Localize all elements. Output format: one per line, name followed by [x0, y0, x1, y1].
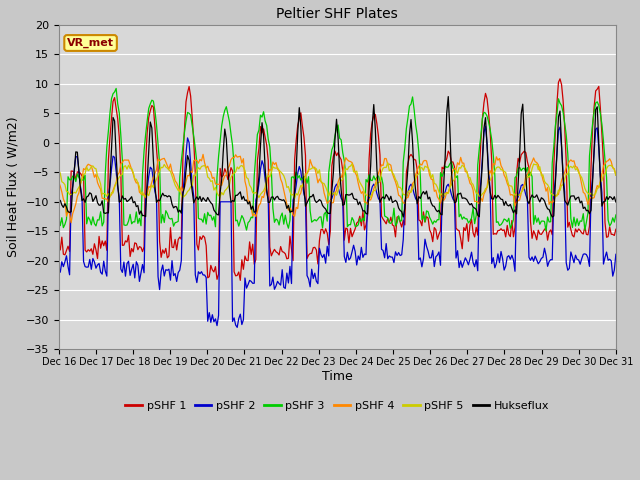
Hukseflux: [298, 162, 306, 168]
pSHF 3: [55, 214, 63, 220]
Hukseflux: [548, 214, 556, 220]
Line: pSHF 5: pSHF 5: [59, 163, 616, 199]
pSHF 1: [123, 239, 131, 245]
pSHF 1: [250, 262, 258, 267]
pSHF 5: [55, 167, 63, 173]
pSHF 2: [241, 275, 249, 281]
pSHF 4: [224, 166, 232, 171]
Line: pSHF 2: pSHF 2: [59, 126, 616, 327]
pSHF 4: [55, 179, 63, 185]
pSHF 5: [221, 188, 228, 194]
pSHF 2: [250, 280, 258, 286]
pSHF 1: [612, 227, 620, 232]
pSHF 3: [241, 221, 249, 227]
pSHF 4: [243, 185, 250, 191]
Hukseflux: [239, 193, 247, 199]
pSHF 5: [123, 166, 131, 172]
pSHF 1: [55, 241, 63, 247]
pSHF 1: [221, 166, 228, 171]
Legend: pSHF 1, pSHF 2, pSHF 3, pSHF 4, pSHF 5, Hukseflux: pSHF 1, pSHF 2, pSHF 3, pSHF 4, pSHF 5, …: [121, 396, 554, 415]
pSHF 4: [67, 220, 75, 226]
Line: Hukseflux: Hukseflux: [59, 96, 616, 217]
pSHF 1: [584, 232, 592, 238]
pSHF 2: [123, 261, 131, 266]
Hukseflux: [123, 199, 131, 204]
X-axis label: Time: Time: [322, 370, 353, 383]
pSHF 4: [301, 171, 309, 177]
pSHF 2: [234, 324, 241, 330]
pSHF 5: [300, 178, 308, 183]
pSHF 5: [291, 196, 298, 202]
pSHF 2: [612, 252, 620, 257]
pSHF 2: [482, 123, 490, 129]
Line: pSHF 4: pSHF 4: [59, 155, 616, 223]
pSHF 3: [300, 174, 308, 180]
pSHF 2: [584, 255, 592, 261]
pSHF 2: [300, 191, 308, 197]
pSHF 3: [125, 218, 132, 224]
pSHF 2: [55, 264, 63, 269]
pSHF 3: [112, 85, 120, 91]
pSHF 3: [250, 173, 258, 179]
pSHF 1: [241, 253, 249, 259]
pSHF 4: [584, 202, 592, 207]
pSHF 1: [236, 277, 244, 283]
Hukseflux: [221, 126, 228, 132]
pSHF 3: [542, 228, 550, 234]
pSHF 4: [252, 214, 260, 219]
Hukseflux: [584, 207, 592, 213]
pSHF 2: [221, 199, 228, 204]
pSHF 5: [584, 190, 592, 196]
Title: Peltier SHF Plates: Peltier SHF Plates: [276, 7, 398, 21]
pSHF 1: [556, 76, 564, 82]
pSHF 3: [584, 210, 592, 216]
pSHF 3: [612, 212, 620, 218]
Hukseflux: [612, 199, 620, 205]
pSHF 4: [125, 157, 132, 163]
pSHF 4: [612, 172, 620, 178]
Y-axis label: Soil Heat Flux ( W/m2): Soil Heat Flux ( W/m2): [7, 117, 20, 257]
pSHF 3: [223, 104, 230, 109]
pSHF 5: [239, 164, 247, 170]
pSHF 5: [249, 190, 257, 196]
Hukseflux: [249, 203, 257, 209]
Text: VR_met: VR_met: [67, 38, 114, 48]
pSHF 5: [612, 172, 620, 178]
Hukseflux: [444, 94, 452, 99]
Line: pSHF 1: pSHF 1: [59, 79, 616, 280]
pSHF 1: [300, 134, 308, 140]
pSHF 4: [199, 152, 207, 157]
Hukseflux: [55, 197, 63, 203]
pSHF 5: [384, 160, 392, 166]
Line: pSHF 3: pSHF 3: [59, 88, 616, 231]
